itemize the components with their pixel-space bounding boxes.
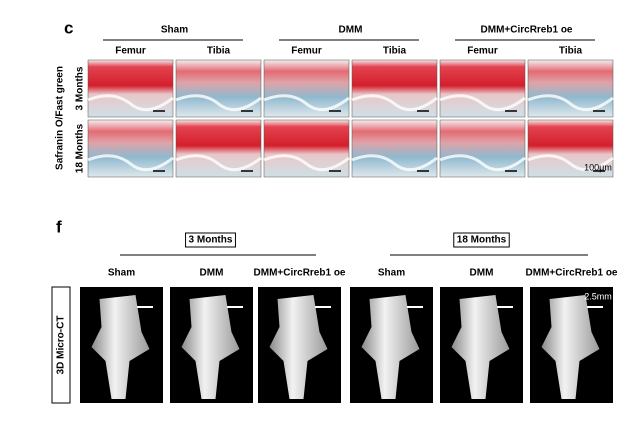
time-header: 3 Months xyxy=(189,235,233,246)
bone-texture xyxy=(351,94,438,112)
bone-texture xyxy=(263,94,350,112)
group-header: DMM xyxy=(339,25,363,36)
histology-image xyxy=(87,119,174,178)
column-header: DMM+CircRreb1 oe xyxy=(254,268,346,279)
bone-texture xyxy=(263,154,350,172)
bone-texture xyxy=(87,154,174,172)
column-header: Femur xyxy=(291,46,322,57)
column-header: DMM+CircRreb1 oe xyxy=(526,268,618,279)
group-header: DMM+CircRreb1 oe xyxy=(481,25,573,36)
panel-label: c xyxy=(64,18,73,37)
bone-texture xyxy=(175,94,262,112)
column-header: Tibia xyxy=(559,46,583,57)
histology-image xyxy=(175,119,262,178)
bone-render xyxy=(541,295,600,399)
column-header: DMM xyxy=(200,268,224,279)
bone-texture xyxy=(527,94,614,112)
histology-image xyxy=(175,59,262,118)
histology-image xyxy=(439,119,526,178)
histology-image xyxy=(87,59,174,118)
time-header-box xyxy=(185,232,236,248)
histology-image xyxy=(351,59,438,118)
time-header-box xyxy=(453,232,510,248)
time-header: 18 Months xyxy=(457,235,507,246)
histology-image xyxy=(527,119,614,178)
histology-image xyxy=(351,119,438,178)
stain-label: Safranin O/Fast green xyxy=(55,66,66,170)
panel-label: f xyxy=(56,217,62,236)
bone-render xyxy=(361,295,420,399)
bone-texture xyxy=(175,154,262,172)
bone-texture xyxy=(439,94,526,112)
bone-texture xyxy=(351,154,438,172)
column-header: Femur xyxy=(115,46,146,57)
row-label: 18 Months xyxy=(75,123,86,173)
bone-render xyxy=(91,295,150,399)
side-label-box xyxy=(51,286,71,404)
scale-bar-label: 2.5mm xyxy=(584,291,612,301)
row-label: 3 Months xyxy=(75,66,86,110)
column-header: Tibia xyxy=(207,46,231,57)
column-header: Tibia xyxy=(383,46,407,57)
group-header: Sham xyxy=(161,25,188,36)
bone-render xyxy=(451,295,510,399)
column-header: Sham xyxy=(378,268,405,279)
histology-image xyxy=(527,59,614,118)
bone-texture xyxy=(439,154,526,172)
column-header: Femur xyxy=(467,46,498,57)
histology-image xyxy=(439,59,526,118)
bone-render xyxy=(181,295,240,399)
bone-texture xyxy=(87,94,174,112)
bone-render xyxy=(269,295,328,399)
bone-texture xyxy=(527,154,614,172)
side-label: 3D Micro-CT xyxy=(56,316,67,375)
histology-image xyxy=(263,119,350,178)
column-header: DMM xyxy=(470,268,494,279)
column-header: Sham xyxy=(108,268,135,279)
histology-image xyxy=(263,59,350,118)
scale-bar-label: 100μm xyxy=(584,162,612,172)
